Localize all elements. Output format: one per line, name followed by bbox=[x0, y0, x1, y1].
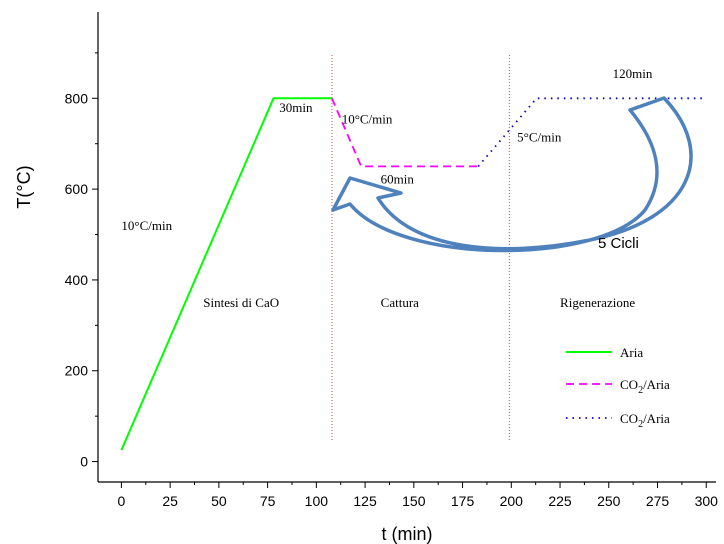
annotation-2: 10°C/min bbox=[342, 111, 393, 126]
annotation-1: 30min bbox=[279, 100, 313, 115]
x-tick-label-9: 225 bbox=[548, 493, 572, 509]
annotation-5: 120min bbox=[613, 66, 653, 81]
x-tick-label-6: 150 bbox=[402, 493, 426, 509]
x-tick-label-11: 275 bbox=[646, 493, 670, 509]
x-tick-label-8: 200 bbox=[500, 493, 524, 509]
axes: 0 25 50 75 100 125 150 175 200 225 250 275 300 0 200 40… bbox=[14, 12, 718, 544]
annotation-7: Cattura bbox=[381, 295, 419, 310]
series-layer bbox=[120, 97, 707, 451]
x-tick-label-0: 0 bbox=[117, 493, 125, 509]
y-tick-label-0: 0 bbox=[80, 454, 88, 470]
legend: Aria CO2/Aria CO2/Aria bbox=[566, 345, 670, 430]
series-line-0 bbox=[120, 97, 332, 451]
legend-label-0: Aria bbox=[620, 345, 643, 360]
y-tick-label-3: 600 bbox=[65, 181, 89, 197]
cycle-arrow bbox=[331, 96, 693, 253]
annotation-0: 10°C/min bbox=[121, 218, 172, 233]
y-tick-label-2: 400 bbox=[65, 272, 89, 288]
x-tick-label-10: 250 bbox=[597, 493, 621, 509]
x-tick-label-4: 100 bbox=[305, 493, 329, 509]
annotation-8: Rigenerazione bbox=[560, 295, 635, 310]
x-tick-label-12: 300 bbox=[695, 493, 719, 509]
cycle-label: 5 Cicli bbox=[598, 235, 639, 252]
y-tick-label-1: 200 bbox=[65, 363, 89, 379]
x-tick-label-1: 25 bbox=[162, 493, 178, 509]
annotation-6: Sintesi di CaO bbox=[203, 295, 279, 310]
legend-label-2: CO2/Aria bbox=[620, 411, 670, 430]
x-tick-label-7: 175 bbox=[451, 493, 475, 509]
x-tick-label-5: 125 bbox=[353, 493, 377, 509]
y-tick-label-4: 800 bbox=[65, 90, 89, 106]
annotation-3: 60min bbox=[381, 172, 415, 187]
x-axis-label: t (min) bbox=[382, 524, 433, 544]
annotations: 10°C/min 30min 10°C/min 60min 5°C/min 120min S… bbox=[121, 66, 653, 310]
annotation-4: 5°C/min bbox=[517, 129, 562, 144]
x-tick-label-2: 50 bbox=[211, 493, 227, 509]
x-tick-label-3: 75 bbox=[260, 493, 276, 509]
series-line-2 bbox=[477, 97, 707, 167]
y-axis-label: T(°C) bbox=[14, 165, 34, 208]
series-line-1 bbox=[331, 97, 479, 168]
legend-label-1: CO2/Aria bbox=[620, 377, 670, 396]
